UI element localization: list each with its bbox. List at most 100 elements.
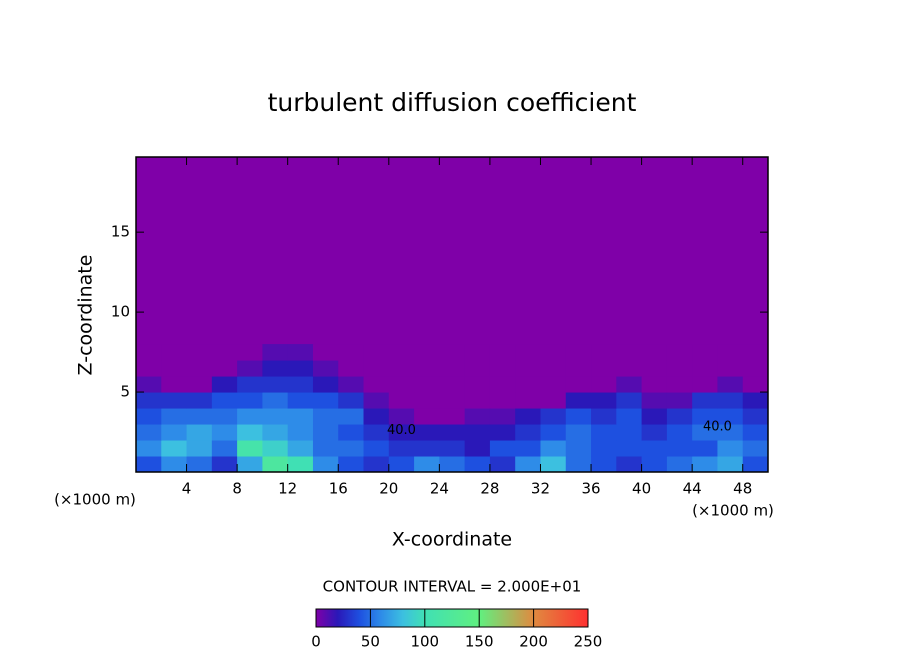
heat-cell [287, 360, 314, 377]
heat-cell [540, 440, 567, 457]
heat-cell [388, 392, 415, 409]
heat-cell [312, 392, 339, 409]
heat-cell [464, 408, 491, 425]
heat-cell [338, 408, 365, 425]
heat-cell [464, 376, 491, 393]
x-tick-label: 36 [581, 480, 600, 498]
heat-cell [515, 360, 541, 377]
heat-cell [565, 376, 592, 393]
heat-cell [565, 408, 592, 425]
heat-cell [161, 424, 188, 441]
heat-cell [287, 344, 314, 361]
heat-cell [363, 456, 390, 473]
heat-cell [616, 408, 643, 425]
heat-cell [742, 456, 769, 473]
x-tick-label: 28 [480, 480, 499, 498]
heat-cell [742, 360, 769, 377]
heat-cell [312, 408, 339, 425]
heat-cell [237, 408, 263, 425]
heat-cell [186, 456, 213, 473]
y-tick-label: 10 [111, 303, 130, 321]
heat-cell [237, 392, 263, 409]
heat-cell [186, 424, 213, 441]
heat-cell [262, 408, 289, 425]
heat-cell [287, 424, 314, 441]
heat-cell [237, 440, 263, 457]
heat-cell [666, 376, 693, 393]
x-tick-label: 20 [379, 480, 398, 498]
heat-cell [692, 360, 718, 377]
y-axis-label: Z-coordinate [75, 255, 97, 376]
heat-cell [262, 392, 289, 409]
heat-cell [211, 456, 238, 473]
x-tick-label: 32 [531, 480, 550, 498]
heat-cell [717, 360, 744, 377]
x-tick-label: 40 [632, 480, 651, 498]
heat-cell [641, 424, 668, 441]
heat-cell [211, 360, 238, 377]
heat-cell [540, 424, 567, 441]
heat-cell [742, 376, 769, 393]
heat-cell [237, 360, 263, 377]
chart-title: turbulent diffusion coefficient [268, 88, 637, 117]
heat-cell [388, 360, 415, 377]
heat-cell [591, 456, 617, 473]
heat-cell [161, 376, 188, 393]
x-tick-label: 16 [329, 480, 348, 498]
heat-cell [717, 456, 744, 473]
heat-cell [312, 344, 339, 361]
heat-cell [641, 440, 668, 457]
heat-cell [237, 376, 263, 393]
heat-cell [312, 456, 339, 473]
heat-cell [591, 376, 617, 393]
heat-cell [692, 440, 718, 457]
heat-cell [262, 424, 289, 441]
heat-cell [540, 344, 567, 361]
heat-cell [186, 376, 213, 393]
heat-cell [388, 424, 415, 441]
heat-cell [489, 456, 516, 473]
heat-cell [363, 424, 390, 441]
heat-cell [515, 456, 541, 473]
heat-cell [616, 360, 643, 377]
heat-cell [742, 344, 769, 361]
heat-cell [591, 440, 617, 457]
heat-cell [616, 456, 643, 473]
heat-cell [641, 376, 668, 393]
heat-cell [591, 344, 617, 361]
heat-cell [414, 424, 440, 441]
heat-cell [439, 376, 466, 393]
heat-cell [616, 344, 643, 361]
heat-cell [262, 456, 289, 473]
plot-frame [135, 156, 769, 473]
heat-cell [464, 440, 491, 457]
heat-cell [338, 424, 365, 441]
heat-cell [717, 376, 744, 393]
heat-cell [540, 456, 567, 473]
heat-cell [363, 440, 390, 457]
heat-cell [211, 392, 238, 409]
heat-cell [515, 344, 541, 361]
heat-cell [186, 440, 213, 457]
heat-cell [616, 392, 643, 409]
heat-cell [211, 376, 238, 393]
heat-cell [388, 440, 415, 457]
heat-cell [515, 440, 541, 457]
heat-cell [565, 360, 592, 377]
heat-cell [363, 344, 390, 361]
heat-cell [439, 344, 466, 361]
heat-cell [363, 408, 390, 425]
heat-cell [717, 424, 744, 441]
heat-cell [237, 344, 263, 361]
heat-cell [136, 408, 162, 425]
heat-cell [414, 440, 440, 457]
heat-cell [439, 424, 466, 441]
heat-cell [565, 344, 592, 361]
colorbar-tick-label: 150 [465, 633, 494, 651]
heat-cell [338, 392, 365, 409]
heat-cell [363, 376, 390, 393]
heat-cell [489, 376, 516, 393]
heat-cell [515, 376, 541, 393]
